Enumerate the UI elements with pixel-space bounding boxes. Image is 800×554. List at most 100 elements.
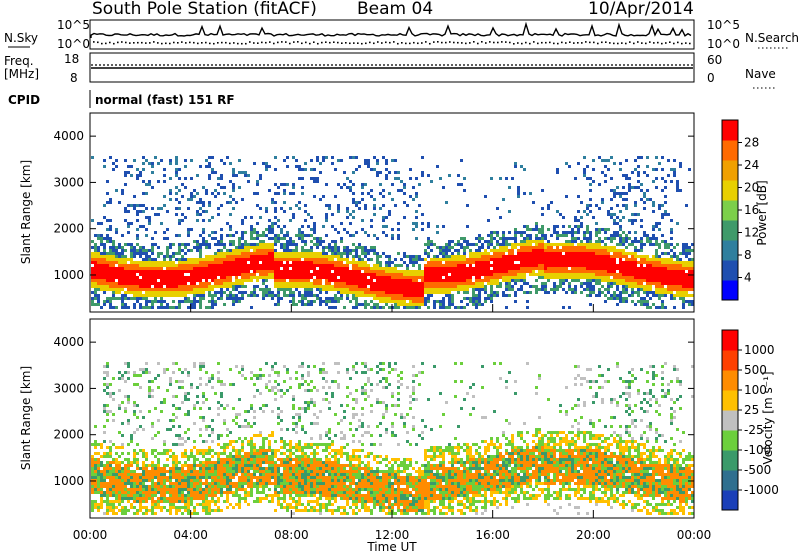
nsearch-point <box>553 42 555 45</box>
heatmap-cell <box>145 458 148 461</box>
heatmap-cell <box>601 267 604 270</box>
heatmap-cell <box>487 243 490 246</box>
heatmap-cell <box>631 273 634 276</box>
colorbar-tick-label: 28 <box>744 136 759 150</box>
heatmap-cell <box>355 270 358 273</box>
heatmap-cell <box>463 237 466 240</box>
heatmap-cell <box>304 291 307 294</box>
heatmap-cell <box>298 207 301 210</box>
heatmap-cell <box>361 186 364 189</box>
heatmap-cell <box>589 267 592 270</box>
heatmap-cell <box>298 282 301 285</box>
heatmap-cell <box>94 440 97 443</box>
heatmap-cell <box>109 264 112 267</box>
heatmap-cell <box>139 204 142 207</box>
heatmap-cell <box>106 413 109 416</box>
heatmap-cell <box>265 165 268 168</box>
heatmap-cell <box>109 509 112 512</box>
heatmap-cell <box>235 249 238 252</box>
heatmap-cell <box>568 264 571 267</box>
heatmap-cell <box>646 276 649 279</box>
heatmap-cell <box>271 228 274 231</box>
heatmap-cell <box>349 156 352 159</box>
heatmap-cell <box>298 294 301 297</box>
heatmap-cell <box>325 183 328 186</box>
heatmap-cell <box>685 252 688 255</box>
heatmap-cell <box>91 455 94 458</box>
heatmap-cell <box>142 246 145 249</box>
heatmap-cell <box>652 294 655 297</box>
heatmap-cell <box>127 279 130 282</box>
heatmap-cell <box>682 288 685 291</box>
heatmap-cell <box>451 258 454 261</box>
heatmap-cell <box>298 258 301 261</box>
heatmap-cell <box>436 246 439 249</box>
heatmap-cell <box>268 225 271 228</box>
heatmap-cell <box>106 297 109 300</box>
heatmap-cell <box>106 506 109 509</box>
heatmap-cell <box>295 249 298 252</box>
heatmap-cell <box>580 255 583 258</box>
heatmap-cell <box>655 264 658 267</box>
nsearch-point <box>269 41 271 43</box>
heatmap-cell <box>121 252 124 255</box>
heatmap-cell <box>364 282 367 285</box>
heatmap-cell <box>622 252 625 255</box>
heatmap-cell <box>265 264 268 267</box>
heatmap-cell <box>193 246 196 249</box>
heatmap-cell <box>331 264 334 267</box>
heatmap-cell <box>622 282 625 285</box>
heatmap-cell <box>103 494 106 497</box>
heatmap-cell <box>373 285 376 288</box>
heatmap-cell <box>508 270 511 273</box>
heatmap-cell <box>403 201 406 204</box>
heatmap-cell <box>154 434 157 437</box>
heatmap-cell <box>175 198 178 201</box>
heatmap-cell <box>106 192 109 195</box>
heatmap-cell <box>142 225 145 228</box>
heatmap-cell <box>661 234 664 237</box>
heatmap-cell <box>658 291 661 294</box>
heatmap-cell <box>121 377 124 380</box>
heatmap-cell <box>178 294 181 297</box>
nsearch-point <box>285 41 287 43</box>
heatmap-cell <box>625 261 628 264</box>
heatmap-cell <box>91 219 94 222</box>
heatmap-cell <box>640 276 643 279</box>
heatmap-cell <box>250 246 253 249</box>
heatmap-cell <box>409 303 412 306</box>
heatmap-cell <box>487 258 490 261</box>
heatmap-cell <box>142 479 145 482</box>
heatmap-cell <box>637 273 640 276</box>
heatmap-cell <box>247 252 250 255</box>
heatmap-cell <box>658 288 661 291</box>
heatmap-cell <box>106 461 109 464</box>
heatmap-cell <box>109 249 112 252</box>
nsearch-point <box>637 41 639 43</box>
heatmap-cell <box>106 488 109 491</box>
heatmap-cell <box>676 288 679 291</box>
heatmap-cell <box>145 303 148 306</box>
heatmap-cell <box>106 410 109 413</box>
heatmap-cell <box>685 276 688 279</box>
heatmap-cell <box>310 276 313 279</box>
heatmap-cell <box>421 282 424 285</box>
heatmap-cell <box>571 258 574 261</box>
heatmap-cell <box>262 294 265 297</box>
heatmap-cell <box>163 294 166 297</box>
heatmap-cell <box>136 383 139 386</box>
heatmap-cell <box>670 261 673 264</box>
heatmap-cell <box>658 258 661 261</box>
heatmap-cell <box>262 261 265 264</box>
heatmap-cell <box>310 264 313 267</box>
heatmap-cell <box>157 207 160 210</box>
heatmap-cell <box>469 300 472 303</box>
heatmap-cell <box>109 410 112 413</box>
heatmap-cell <box>145 491 148 494</box>
heatmap-cell <box>226 285 229 288</box>
heatmap-cell <box>331 300 334 303</box>
heatmap-cell <box>280 246 283 249</box>
heatmap-cell <box>103 264 106 267</box>
heatmap-cell <box>199 273 202 276</box>
heatmap-cell <box>316 240 319 243</box>
